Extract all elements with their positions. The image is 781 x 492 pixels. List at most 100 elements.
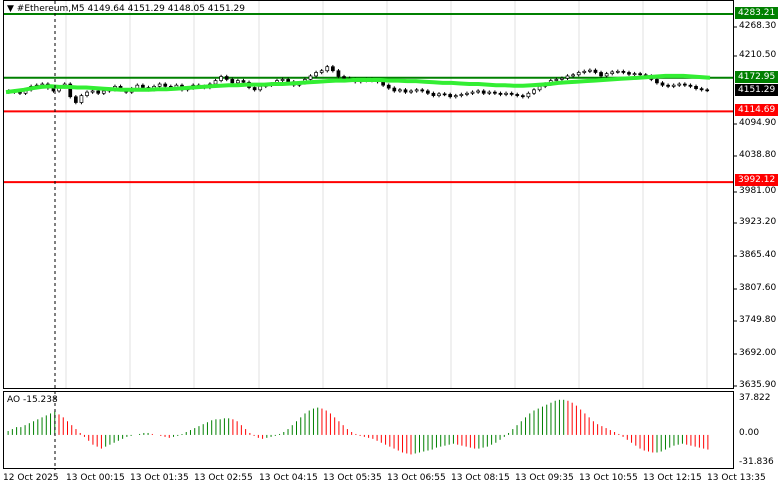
candle-body (403, 89, 408, 93)
candle-body (258, 85, 263, 91)
candle-body (409, 90, 413, 93)
candle-body (230, 79, 235, 84)
ohlc-readout: 4149.64 4151.29 4148.05 4151.29 (87, 4, 245, 14)
candle-body (252, 87, 257, 91)
candle-body (470, 91, 475, 94)
time-tick: 12 Oct 2025 (3, 473, 59, 483)
candle-body (498, 92, 503, 95)
candle-body (615, 70, 620, 73)
candle-body (604, 73, 609, 77)
candle-body (453, 95, 458, 98)
candle-body (621, 70, 626, 73)
candle-body (532, 89, 536, 94)
candle-body (599, 72, 603, 77)
candle-body (442, 93, 447, 96)
candle-body (509, 92, 514, 95)
candle-body (632, 73, 637, 75)
time-tick: 13 Oct 00:15 (66, 473, 125, 483)
ao-tick: 37.822 (739, 393, 771, 403)
candle-body (342, 76, 346, 79)
ao-value: -15.238 (22, 395, 58, 405)
chart-title: ▼ #Ethereum,M5 4149.64 4151.29 4148.05 4… (7, 4, 245, 14)
candle-body (420, 89, 425, 92)
time-tick: 13 Oct 08:15 (451, 473, 510, 483)
candle-body (638, 73, 643, 76)
candle-body (593, 69, 598, 73)
candle-body (331, 66, 335, 72)
candle-body (465, 92, 469, 95)
time-tick: 13 Oct 12:15 (643, 473, 702, 483)
candle-body (537, 85, 542, 91)
price-tick: 3692.00 (739, 348, 777, 358)
time-tick: 13 Oct 01:35 (130, 473, 189, 483)
ao-indicator-title: AO -15.238 (7, 395, 58, 405)
candle-body (319, 70, 324, 73)
candle-body (671, 84, 676, 87)
price-tick: 4094.90 (739, 118, 777, 128)
candle-body (515, 94, 520, 96)
candle-body (336, 70, 341, 77)
candle-body (481, 90, 486, 94)
candle-body (560, 77, 564, 80)
triangle-down-icon[interactable]: ▼ (7, 4, 14, 14)
candle-body (163, 83, 168, 87)
candle-body (392, 87, 397, 92)
candle-body (588, 69, 592, 72)
candle-body (314, 72, 318, 77)
price-tick: 4210.50 (739, 50, 777, 60)
candle-body (414, 89, 419, 92)
candle-body (476, 90, 480, 93)
symbol-label: #Ethereum,M5 (16, 4, 85, 14)
time-tick: 13 Oct 10:55 (579, 473, 638, 483)
time-tick: 13 Oct 09:35 (515, 473, 574, 483)
price-tick: 3749.80 (739, 315, 777, 325)
candle-body (504, 92, 508, 95)
level-tag-support-low: 3992.12 (735, 174, 779, 186)
main-chart-frame (3, 0, 734, 389)
price-tick: 3635.90 (739, 380, 777, 390)
candle-body (627, 72, 631, 75)
ao-tick: -31.836 (739, 457, 774, 467)
candle-body (520, 95, 525, 98)
candle-body (610, 71, 615, 74)
time-tick: 13 Oct 02:55 (194, 473, 253, 483)
candle-body (554, 79, 559, 81)
candle-body (157, 83, 162, 87)
price-tick: 3981.00 (739, 186, 777, 196)
price-tick: 3923.20 (739, 217, 777, 227)
level-tag-resistance-high: 4283.21 (735, 7, 779, 19)
candle-body (241, 80, 246, 83)
price-tick: 3865.40 (739, 250, 777, 260)
candle-body (425, 90, 430, 94)
candle-body (677, 83, 682, 86)
time-tick: 13 Oct 06:55 (387, 473, 446, 483)
candle-body (386, 84, 391, 89)
candle-body (79, 95, 84, 103)
candle-body (213, 80, 218, 85)
candle-body (431, 92, 436, 96)
candle-body (325, 66, 330, 72)
candle-body (219, 76, 223, 81)
candle-body (493, 91, 497, 94)
candle-body (459, 94, 464, 96)
time-tick: 13 Oct 13:35 (707, 473, 766, 483)
time-tick: 13 Oct 05:35 (323, 473, 382, 483)
ao-tick: 0.00 (739, 428, 760, 438)
moving-average-line (5, 73, 711, 95)
candle-body (694, 85, 698, 90)
candle-body (705, 89, 710, 92)
candle-body (96, 90, 101, 94)
candle-body (224, 76, 229, 80)
candle-body (699, 88, 704, 91)
candle-body (660, 82, 665, 86)
candle-body (582, 70, 587, 73)
ao-panel-frame (3, 391, 734, 469)
candle-body (90, 90, 95, 93)
candle-body (666, 84, 670, 87)
candle-body (683, 83, 687, 86)
candle-body (286, 79, 291, 83)
current-price-tag: 4151.29 (735, 84, 779, 96)
candle-body (308, 75, 313, 80)
